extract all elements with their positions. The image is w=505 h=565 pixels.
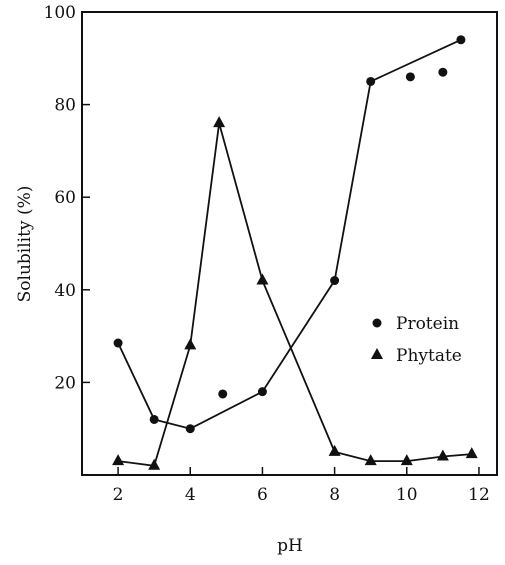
markers-layer [112, 35, 478, 470]
legend-protein-marker [372, 318, 382, 328]
phytate-line [117, 122, 472, 467]
legend: Protein Phytate [371, 314, 462, 366]
x-tick-label-12: 12 [468, 485, 490, 505]
legend-phytate-label: Phytate [396, 346, 462, 366]
protein-line [117, 38, 462, 430]
legend-phytate-marker [371, 348, 383, 359]
protein-point-2 [185, 424, 195, 434]
protein-point-8 [438, 67, 448, 77]
ticks-layer: 2 4 6 8 10 12 20 40 60 80 100 [44, 3, 490, 505]
phytate-point-5 [328, 444, 341, 456]
y-tick-label-20: 20 [54, 373, 76, 393]
phytate-point-2 [184, 338, 197, 350]
plot-frame [81, 11, 498, 476]
lines-layer [117, 38, 472, 467]
phytate-point-4 [256, 273, 269, 285]
x-axis-title: pH [277, 536, 303, 556]
y-axis-title: Solubility (%) [15, 186, 35, 303]
phytate-point-9 [465, 447, 478, 459]
x-tick-label-10: 10 [396, 485, 418, 505]
protein-point-7 [405, 72, 415, 82]
y-tick-label-100: 100 [44, 3, 76, 23]
phytate-point-1 [148, 458, 161, 470]
protein-point-0 [113, 338, 123, 348]
phytate-point-3 [213, 116, 226, 128]
x-tick-label-6: 6 [257, 485, 268, 505]
phytate-point-0 [112, 454, 125, 466]
phytate-point-8 [436, 449, 449, 461]
legend-protein-label: Protein [396, 314, 459, 334]
protein-point-3 [218, 389, 228, 399]
x-tick-label-4: 4 [185, 485, 196, 505]
y-tick-label-40: 40 [54, 281, 76, 301]
protein-point-1 [149, 414, 159, 424]
x-tick-label-8: 8 [329, 485, 340, 505]
protein-point-5 [330, 276, 340, 286]
x-tick-label-2: 2 [113, 485, 124, 505]
phytate-point-6 [364, 454, 377, 466]
protein-point-4 [257, 387, 267, 397]
protein-point-6 [366, 76, 376, 86]
y-tick-label-80: 80 [54, 96, 76, 116]
phytate-point-7 [400, 454, 413, 466]
protein-point-9 [456, 35, 466, 45]
y-tick-label-60: 60 [54, 188, 76, 208]
